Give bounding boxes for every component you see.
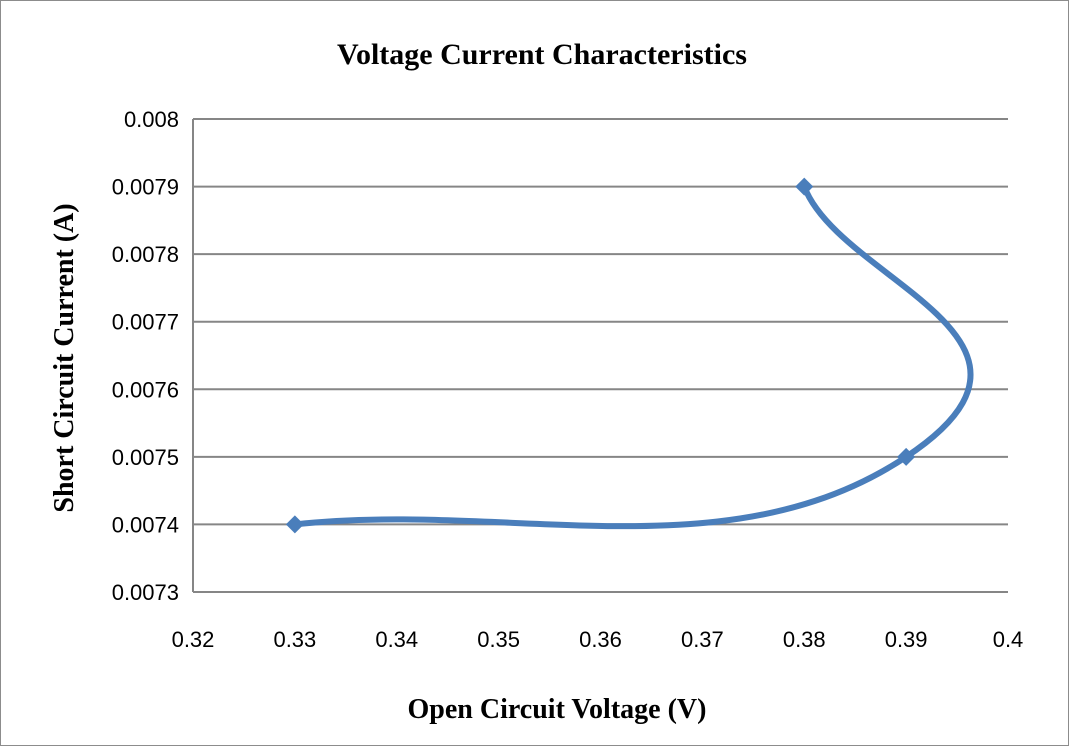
y-tick-labels: 0.0073 0.0074 0.0075 0.0076 0.0077 0.0078 0.00… xyxy=(112,107,179,605)
x-tick-labels: 0.32 0.33 0.34 0.35 0.36 0.37 0.38 0.39 0.4 xyxy=(172,627,1024,652)
y-tick-label: 0.0074 xyxy=(112,512,179,537)
y-tick-label: 0.0073 xyxy=(112,580,179,605)
y-tick-label: 0.0076 xyxy=(112,377,179,402)
grid-layer xyxy=(193,118,1008,526)
data-point-marker xyxy=(795,177,814,196)
series-line xyxy=(291,183,974,530)
y-tick-label: 0.0078 xyxy=(112,242,179,267)
y-tick-label: 0.0079 xyxy=(112,175,179,200)
x-axis-title: Open Circuit Voltage (V) xyxy=(408,694,707,725)
x-tick-label: 0.33 xyxy=(273,627,316,652)
y-tick-label: 0.0077 xyxy=(112,310,179,335)
axis-layer xyxy=(192,119,1008,593)
x-tick-label: 0.37 xyxy=(681,627,724,652)
data-point-marker xyxy=(897,447,916,466)
x-tick-label: 0.35 xyxy=(477,627,520,652)
x-tick-label: 0.32 xyxy=(172,627,215,652)
y-tick-label: 0.0075 xyxy=(112,445,179,470)
x-tick-label: 0.36 xyxy=(579,627,622,652)
x-tick-label: 0.38 xyxy=(783,627,826,652)
y-axis-title: Short Circuit Current (A) xyxy=(49,203,80,512)
x-tick-label: 0.4 xyxy=(993,627,1024,652)
y-tick-label: 0.008 xyxy=(124,107,179,132)
series-layer xyxy=(285,177,974,534)
x-tick-label: 0.34 xyxy=(375,627,418,652)
data-point-marker xyxy=(285,515,304,534)
chart-title: Voltage Current Characteristics xyxy=(337,38,747,71)
x-tick-label: 0.39 xyxy=(885,627,928,652)
